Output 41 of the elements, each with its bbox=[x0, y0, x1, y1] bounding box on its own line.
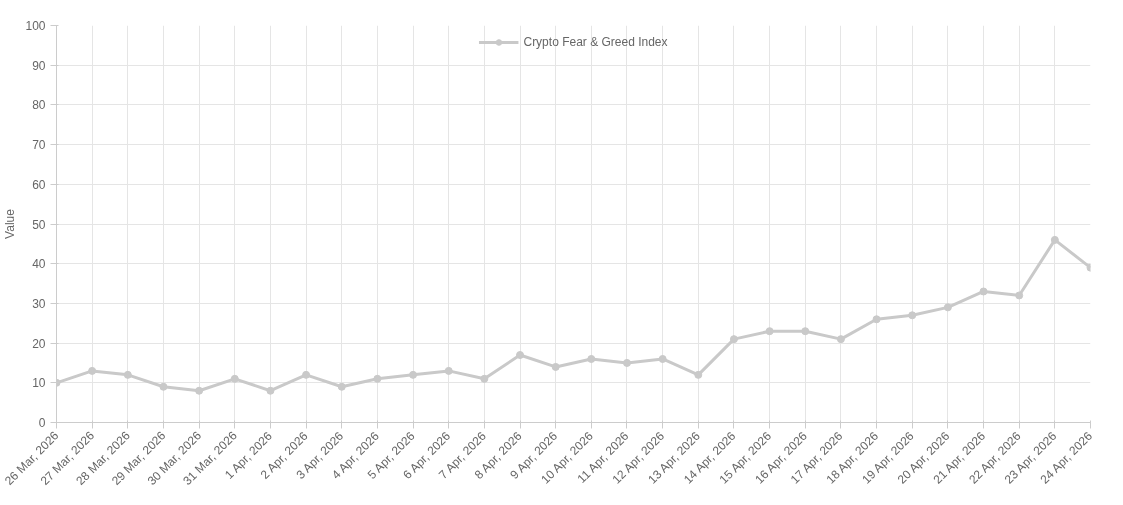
y-tick-label: 10 bbox=[32, 376, 46, 391]
y-tick-label: 70 bbox=[32, 138, 46, 153]
point bbox=[88, 366, 97, 375]
point bbox=[658, 354, 667, 363]
y-tick-label: 40 bbox=[32, 257, 46, 272]
point bbox=[480, 374, 489, 383]
point bbox=[409, 370, 418, 379]
y-tick-label: 50 bbox=[32, 217, 46, 232]
point bbox=[622, 358, 631, 367]
point bbox=[1050, 235, 1059, 244]
y-tick-label: 60 bbox=[32, 177, 46, 192]
point bbox=[694, 370, 703, 379]
point bbox=[943, 303, 952, 312]
legend-label: Crypto Fear & Greed Index bbox=[523, 35, 668, 49]
point bbox=[979, 287, 988, 296]
point bbox=[337, 382, 346, 391]
y-tick-label: 80 bbox=[32, 98, 46, 113]
point bbox=[729, 335, 738, 344]
point bbox=[908, 311, 917, 320]
y-axis-title: Value bbox=[3, 208, 18, 239]
point bbox=[302, 370, 311, 379]
point bbox=[765, 327, 774, 336]
point bbox=[230, 374, 239, 383]
y-tick-label: 20 bbox=[32, 336, 46, 351]
point bbox=[444, 366, 453, 375]
point bbox=[551, 362, 560, 371]
point bbox=[801, 327, 810, 336]
y-tick-label: 30 bbox=[32, 296, 46, 311]
point bbox=[587, 354, 596, 363]
y-tick-label: 0 bbox=[38, 416, 46, 430]
point bbox=[266, 386, 275, 395]
point bbox=[516, 351, 525, 359]
point bbox=[159, 382, 168, 391]
point bbox=[123, 370, 132, 379]
point bbox=[836, 335, 845, 344]
point bbox=[195, 386, 204, 395]
y-tick-label: 100 bbox=[25, 19, 46, 33]
point bbox=[872, 315, 881, 324]
y-tick-label: 90 bbox=[32, 58, 46, 73]
point bbox=[373, 374, 382, 383]
point bbox=[1015, 291, 1024, 300]
